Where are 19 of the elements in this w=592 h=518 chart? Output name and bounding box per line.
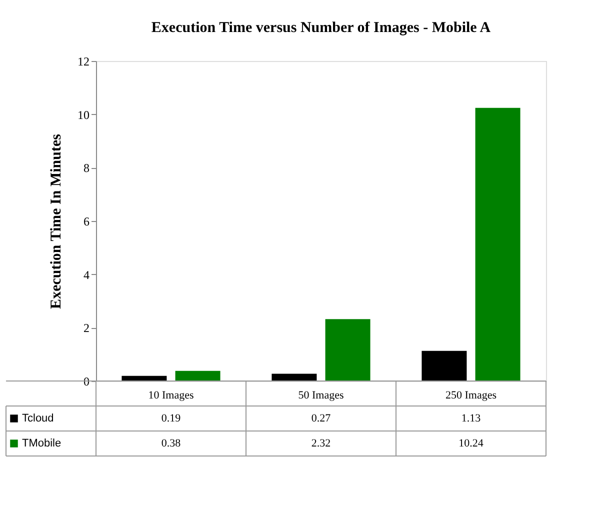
legend-label: TMobile xyxy=(22,438,62,450)
data-label: 10.24 xyxy=(458,438,484,450)
x-tick-label: 250 Images xyxy=(445,390,497,402)
y-tick-label: 12 xyxy=(78,54,90,68)
x-tick-label: 10 Images xyxy=(148,390,194,402)
y-tick-label: 6 xyxy=(84,214,90,228)
y-tick-label: 4 xyxy=(84,268,90,282)
y-axis-title: Execution Time In Minutes xyxy=(48,134,64,309)
data-label: 0.19 xyxy=(161,412,182,424)
data-label: 1.13 xyxy=(461,412,482,424)
x-tick-label: 50 Images xyxy=(298,390,344,402)
y-tick-label: 10 xyxy=(78,108,90,122)
data-label: 0.38 xyxy=(161,438,182,450)
data-label: 0.27 xyxy=(311,412,332,424)
data-label: 2.32 xyxy=(311,438,331,450)
y-tick-label: 2 xyxy=(84,321,90,336)
legend-label: Tcloud xyxy=(22,412,54,424)
y-tick-label: 8 xyxy=(84,161,90,176)
chart-title: Execution Time versus Number of Images - Mobile A xyxy=(151,20,491,36)
